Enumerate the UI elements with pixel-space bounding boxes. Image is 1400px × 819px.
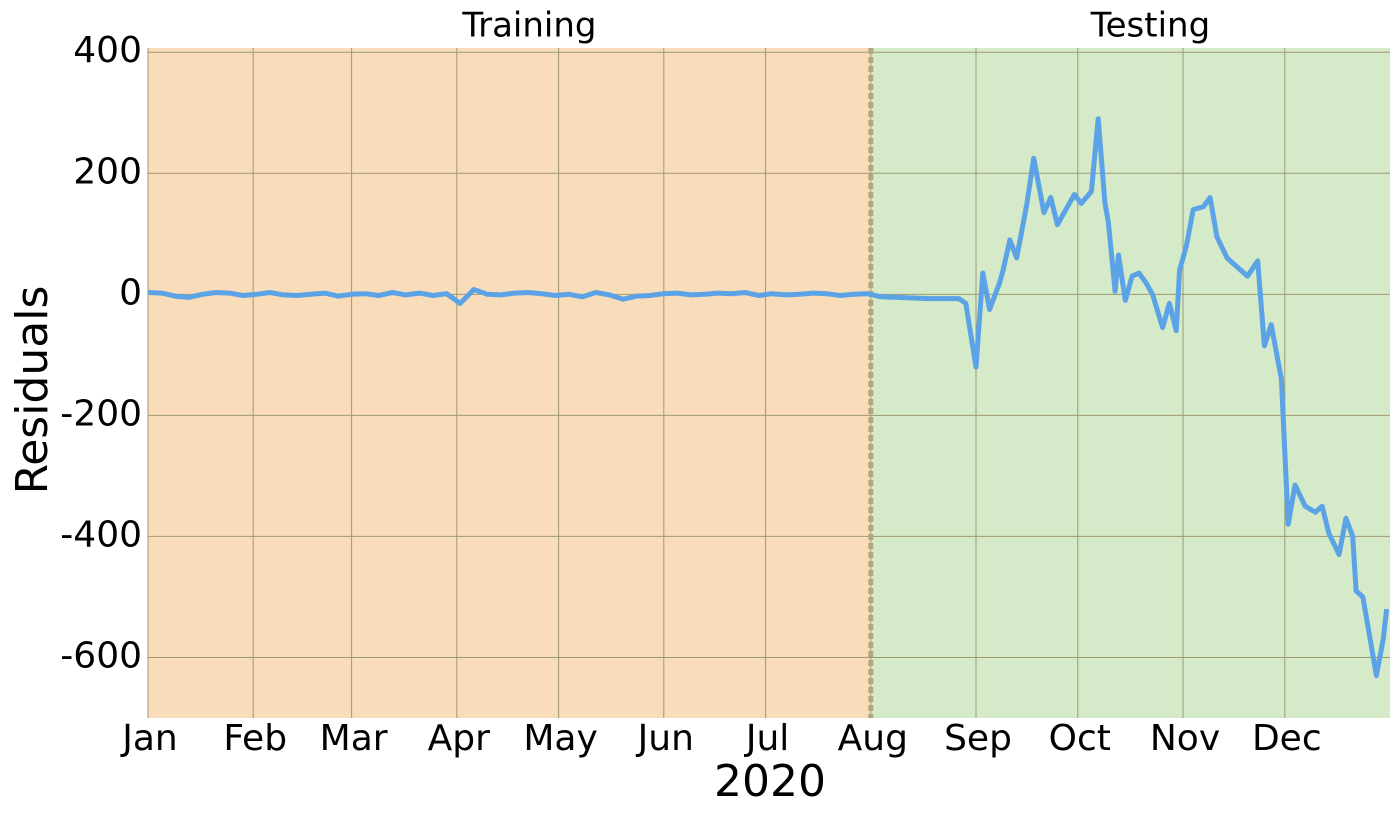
x-tick-label: Aug [838,718,908,759]
x-tick-label: Sep [944,718,1012,759]
x-axis-label: 2020 [714,756,826,807]
y-tick-label: -200 [60,393,142,434]
x-tick-label: May [523,718,597,759]
y-tick-label: -600 [60,635,142,676]
x-tick-label: Apr [428,718,490,759]
y-tick-label: 0 [119,272,142,313]
x-tick-label: Jun [636,718,694,759]
y-tick-label: 200 [73,151,142,192]
region-label: Testing [1090,6,1211,46]
x-tick-label: Jan [120,718,178,759]
x-tick-label: Jul [744,718,789,759]
region [870,48,1390,718]
x-tick-label: Oct [1049,718,1111,759]
region [148,48,871,718]
x-tick-label: Dec [1252,718,1322,759]
y-tick-label: 400 [73,30,142,71]
region-label: Training [461,6,596,46]
x-tick-label: Nov [1150,718,1220,759]
x-tick-label: Feb [223,718,287,759]
series-line [147,116,1390,679]
y-axis-label: Residuals [7,286,58,495]
y-tick-label: -400 [60,514,142,555]
x-tick-label: Mar [320,718,388,759]
